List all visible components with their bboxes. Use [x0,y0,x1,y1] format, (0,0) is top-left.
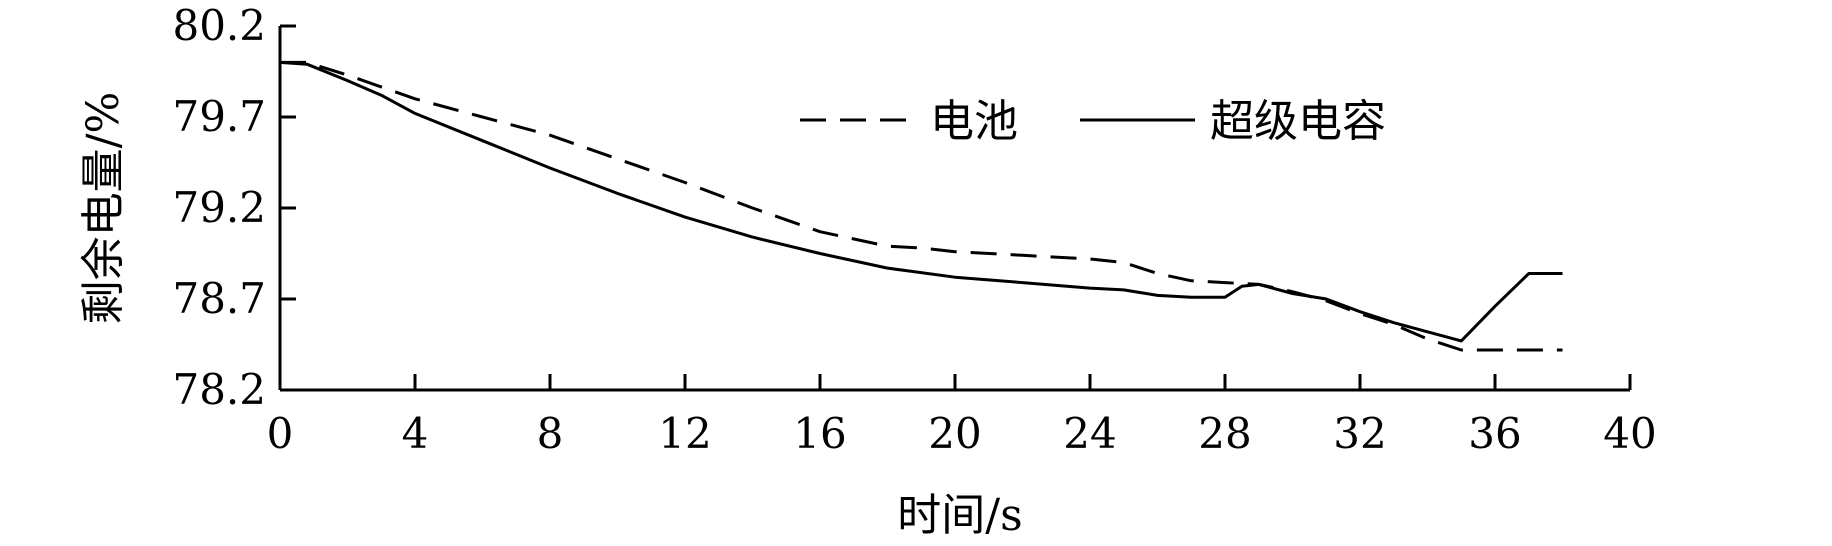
x-tick-label: 36 [1468,409,1521,458]
series-line-battery [280,60,1563,352]
y-tick-label: 79.2 [172,183,266,232]
x-tick-label: 0 [267,409,294,458]
x-tick-label: 8 [537,409,564,458]
series-line-supercapacitor [279,60,1563,343]
x-tick-label: 12 [658,409,711,458]
y-tick-label: 79.7 [172,92,266,141]
x-tick-label: 16 [793,409,846,458]
axes [278,26,1630,392]
y-tick-label: 78.2 [172,365,266,414]
x-tick-label: 40 [1603,409,1656,458]
y-tick-label: 80.2 [172,1,266,50]
x-tick-label: 32 [1333,409,1386,458]
legend-label-supercapacitor: 超级电容 [1210,96,1386,147]
x-tick-label: 20 [928,409,981,458]
x-axis-title: 时间/s [897,490,1022,541]
x-tick-label: 24 [1063,409,1116,458]
y-tick-label: 78.7 [172,274,266,323]
y-axis-title: 剩余电量/% [78,92,129,325]
x-tick-label: 4 [402,409,429,458]
x-tick-label: 28 [1198,409,1251,458]
ticks: 0 4 8 12 16 20 24 28 32 36 40 78.2 78.7 79.2 79.7 80.2 [172,1,1656,458]
legend: 电池 超级电容 [800,96,1386,147]
legend-label-battery: 电池 [930,96,1018,147]
series-lines [279,60,1563,352]
